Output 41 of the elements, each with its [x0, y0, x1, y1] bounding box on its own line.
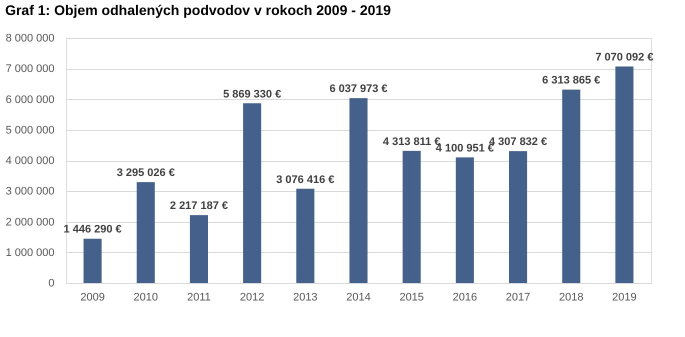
y-tick-label: 5 000 000	[6, 124, 54, 136]
data-label: 4 100 951 €	[436, 142, 494, 154]
x-tick-label: 2014	[346, 292, 371, 304]
y-tick-label: 7 000 000	[6, 63, 54, 76]
y-tick-label: 0	[48, 278, 54, 290]
y-tick-label: 8 000 000	[6, 32, 54, 44]
y-tick-label: 2 000 000	[6, 216, 54, 228]
bar	[349, 98, 368, 283]
bar	[136, 182, 155, 283]
bar	[562, 90, 580, 283]
y-tick-label: 1 000 000	[6, 246, 54, 259]
x-tick-label: 2018	[558, 292, 584, 304]
bar	[243, 103, 262, 283]
x-tick-label: 2012	[240, 292, 264, 304]
y-tick-label: 4 000 000	[6, 155, 54, 167]
data-label: 7 070 092 €	[595, 51, 654, 64]
bar	[296, 188, 314, 283]
data-label: 3 076 416 €	[276, 174, 334, 186]
chart-title: Graf 1: Objem odhalených podvodov v rokoch 2009 - 2019	[5, 2, 392, 18]
x-tick-label: 2016	[452, 292, 478, 304]
x-tick-label: 2019	[612, 292, 637, 304]
data-label: 5 869 330 €	[223, 88, 282, 100]
data-label: 3 295 026 €	[116, 167, 175, 180]
x-tick-label: 2010	[134, 292, 158, 304]
bar	[615, 66, 634, 283]
x-tick-label: 2013	[293, 292, 318, 304]
bar	[84, 238, 102, 283]
bar	[509, 151, 528, 283]
bar	[190, 215, 208, 283]
x-tick-label: 2017	[506, 292, 530, 304]
data-label: 1 446 290 €	[64, 224, 122, 236]
x-tick-label: 2015	[399, 292, 424, 304]
data-label: 6 313 865 €	[542, 74, 600, 87]
y-tick-label: 6 000 000	[6, 94, 54, 106]
x-tick-label: 2009	[80, 292, 105, 304]
bar	[402, 150, 421, 283]
y-tick-label: 3 000 000	[6, 186, 54, 198]
data-label: 6 037 973 €	[329, 83, 388, 96]
data-label: 2 217 187 €	[170, 200, 228, 212]
x-tick-label: 2011	[187, 292, 211, 304]
bar	[456, 157, 474, 283]
